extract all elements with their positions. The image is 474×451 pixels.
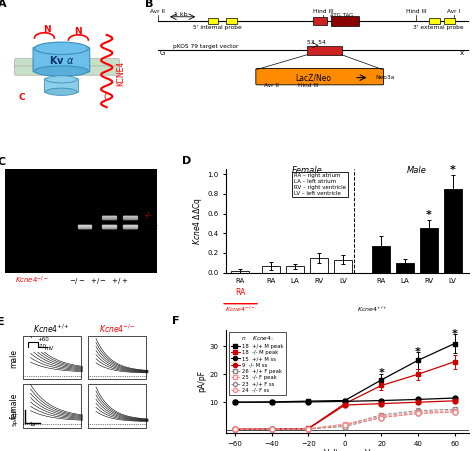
Text: mV: mV [44, 346, 54, 351]
FancyBboxPatch shape [15, 59, 119, 68]
Ellipse shape [35, 66, 88, 76]
Text: KCNE4: KCNE4 [117, 60, 125, 86]
Bar [444, 189, 462, 273]
Text: male: male [9, 349, 18, 368]
Text: N: N [74, 27, 82, 36]
Bar [313, 17, 328, 25]
Bar [286, 266, 304, 273]
Text: female: female [9, 393, 18, 419]
Text: $-/-$  $+/-$  $+/+$: $-/-$ $+/-$ $+/+$ [69, 276, 128, 286]
Text: *: * [452, 328, 457, 339]
Text: RA: RA [235, 289, 246, 298]
Text: *: * [426, 210, 432, 220]
Text: pKOS 79 target vector: pKOS 79 target vector [173, 44, 238, 49]
Text: 1 kb: 1 kb [174, 12, 188, 17]
Bar [372, 246, 390, 273]
Text: Neo3a: Neo3a [376, 75, 395, 80]
Text: +/+: +/+ [145, 223, 159, 229]
Text: Hind III: Hind III [298, 83, 319, 88]
Bar [88, 336, 146, 379]
FancyBboxPatch shape [15, 66, 119, 75]
Ellipse shape [46, 76, 77, 83]
Bar [330, 16, 359, 26]
Bar [307, 46, 341, 55]
Text: +60: +60 [37, 337, 49, 342]
Text: *: * [415, 347, 421, 357]
Bar [231, 271, 249, 273]
Bar [429, 18, 440, 24]
Text: E: E [0, 318, 5, 327]
Text: A: A [0, 0, 6, 9]
Text: *: * [450, 165, 456, 175]
Text: Hind III: Hind III [312, 9, 333, 14]
Text: N: N [44, 25, 51, 34]
Text: $Kcne4^{-/-}$: $Kcne4^{-/-}$ [15, 274, 49, 285]
Text: Avr I: Avr I [447, 9, 460, 14]
X-axis label: Voltage, mV: Voltage, mV [325, 449, 371, 451]
Ellipse shape [35, 42, 88, 55]
Text: *: * [379, 368, 384, 377]
Text: 1s: 1s [29, 422, 35, 427]
Text: -/-: -/- [145, 212, 152, 218]
Text: D: D [182, 156, 191, 166]
Text: Avr II: Avr II [150, 9, 165, 14]
Bar [23, 336, 81, 379]
Bar [88, 384, 146, 428]
Text: x: x [460, 50, 464, 55]
Bar [444, 18, 455, 24]
Text: 5pA/pF: 5pA/pF [13, 407, 18, 426]
Bar [226, 18, 237, 24]
Text: 3' external probe: 3' external probe [413, 25, 464, 30]
Bar [334, 260, 352, 273]
Text: $\it{Kcne4}^{-/-}$: $\it{Kcne4}^{-/-}$ [225, 305, 256, 314]
FancyBboxPatch shape [33, 47, 90, 72]
Text: Avr II: Avr II [264, 83, 279, 88]
Text: C: C [19, 93, 26, 102]
Bar [396, 263, 414, 273]
Text: $\it{Kcne4}^{+/+}$: $\it{Kcne4}^{+/+}$ [356, 305, 387, 314]
Text: F: F [173, 317, 180, 327]
Text: RA – right atrium
LA – left atrium
RV – right ventricle
LV – left ventricle: RA – right atrium LA – left atrium RV – … [294, 174, 346, 196]
Bar [262, 266, 280, 273]
FancyBboxPatch shape [45, 78, 78, 93]
Text: C: C [0, 157, 5, 167]
Y-axis label: pA/pF: pA/pF [198, 370, 207, 392]
FancyBboxPatch shape [256, 69, 383, 85]
Legend: 18  +/+ M peak, 18  -/- M peak, 15  +/+ M ss, 9  -/- M ss, 26  +/+ F peak, 25  -: 18 +/+ M peak, 18 -/- M peak, 15 +/+ M s… [228, 332, 286, 395]
Bar [23, 384, 81, 428]
Text: 53  54: 53 54 [307, 40, 326, 45]
Text: $\it{Kcne4}^{+/+}$: $\it{Kcne4}^{+/+}$ [33, 322, 70, 335]
Text: Female: Female [292, 166, 322, 175]
Y-axis label: $\it{Kcne4}$ $\Delta\Delta$Cq: $\it{Kcne4}$ $\Delta\Delta$Cq [191, 197, 204, 245]
Text: $\it{Kcne4}^{-/-}$: $\it{Kcne4}^{-/-}$ [99, 322, 136, 335]
Text: 5' internal probe: 5' internal probe [192, 25, 241, 30]
Text: C: C [104, 93, 110, 102]
Text: Male: Male [407, 166, 427, 175]
Text: Kv $\alpha$: Kv $\alpha$ [49, 54, 74, 66]
Text: LacZ/Neo: LacZ/Neo [295, 73, 331, 82]
Bar [310, 258, 328, 273]
Bar [420, 228, 438, 273]
Bar [26, 338, 54, 352]
Ellipse shape [46, 88, 77, 95]
Bar [208, 18, 219, 24]
Text: G: G [159, 50, 164, 55]
Text: ATG TAG: ATG TAG [330, 13, 353, 18]
Text: B: B [145, 0, 154, 9]
Text: Hind III: Hind III [406, 9, 427, 14]
Text: -70: -70 [37, 344, 46, 349]
